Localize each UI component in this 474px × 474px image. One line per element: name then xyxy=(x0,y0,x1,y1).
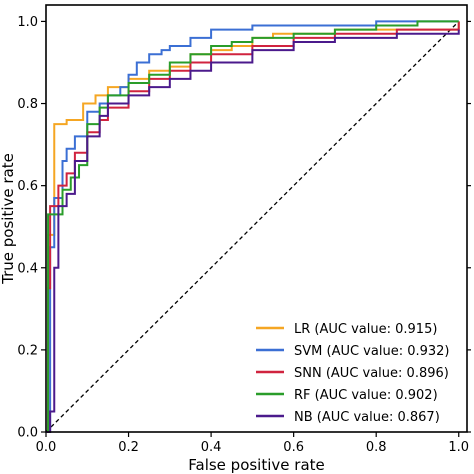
legend-label-2: SNN (AUC value: 0.896) xyxy=(294,366,449,381)
series-line-4 xyxy=(46,29,460,433)
y-tick-label: 0.4 xyxy=(17,261,38,276)
ticks-group: 0.0 0.2 0.4 0.6 0.8 1.0 0.0 0.2 0.4 0.6 0.8 1.0 xyxy=(17,15,471,455)
legend-label-0: LR (AUC value: 0.915) xyxy=(294,322,437,337)
y-axis-label: True positive rate xyxy=(0,153,17,285)
x-tick-label: 1.0 xyxy=(448,440,469,455)
y-tick-label: 0.0 xyxy=(17,426,38,441)
series-line-3 xyxy=(46,20,459,433)
y-tick-label: 1.0 xyxy=(17,15,38,30)
x-tick-label: 0.8 xyxy=(366,440,387,455)
x-tick-label: 0.2 xyxy=(118,440,139,455)
diagonal-reference-line xyxy=(45,20,460,433)
x-axis-label: False positive rate xyxy=(188,456,325,474)
y-tick-label: 0.6 xyxy=(17,179,38,194)
plot-frame xyxy=(45,4,468,433)
x-tick-label: 0.0 xyxy=(36,440,57,455)
y-tick-label: 0.8 xyxy=(17,97,38,112)
y-tick-label: 0.2 xyxy=(17,343,38,358)
legend: LR (AUC value: 0.915) SVM (AUC value: 0.9… xyxy=(256,322,450,425)
legend-label-1: SVM (AUC value: 0.932) xyxy=(294,344,450,359)
x-tick-label: 0.4 xyxy=(201,440,222,455)
legend-label-4: NB (AUC value: 0.867) xyxy=(294,410,440,425)
legend-label-3: RF (AUC value: 0.902) xyxy=(294,388,438,403)
series-group xyxy=(46,20,460,433)
x-tick-label: 0.6 xyxy=(283,440,304,455)
